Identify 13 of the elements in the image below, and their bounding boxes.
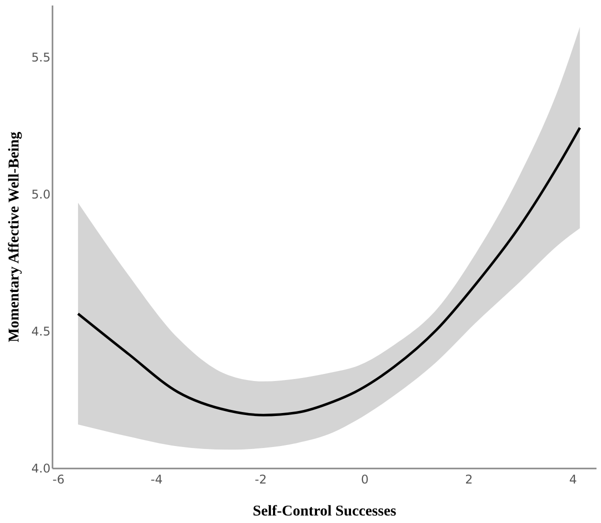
x-tick-label: 4 bbox=[569, 472, 577, 486]
x-tick-label: -4 bbox=[150, 472, 163, 486]
y-axis-title: Momentary Affective Well-Being bbox=[6, 131, 22, 342]
x-tick-label: -2 bbox=[254, 472, 267, 486]
x-tick-label: 2 bbox=[465, 472, 473, 486]
x-tick-label: -6 bbox=[52, 472, 64, 486]
y-tick-label: 4.5 bbox=[31, 324, 50, 339]
y-tick-label: 5.5 bbox=[31, 50, 50, 65]
y-tick-label: 5.0 bbox=[31, 188, 50, 202]
x-axis-title: Self-Control Successes bbox=[252, 504, 396, 520]
y-tick-label: 4.0 bbox=[31, 462, 50, 476]
line-series bbox=[76, 126, 582, 416]
x-tick-label: 0 bbox=[361, 472, 369, 486]
